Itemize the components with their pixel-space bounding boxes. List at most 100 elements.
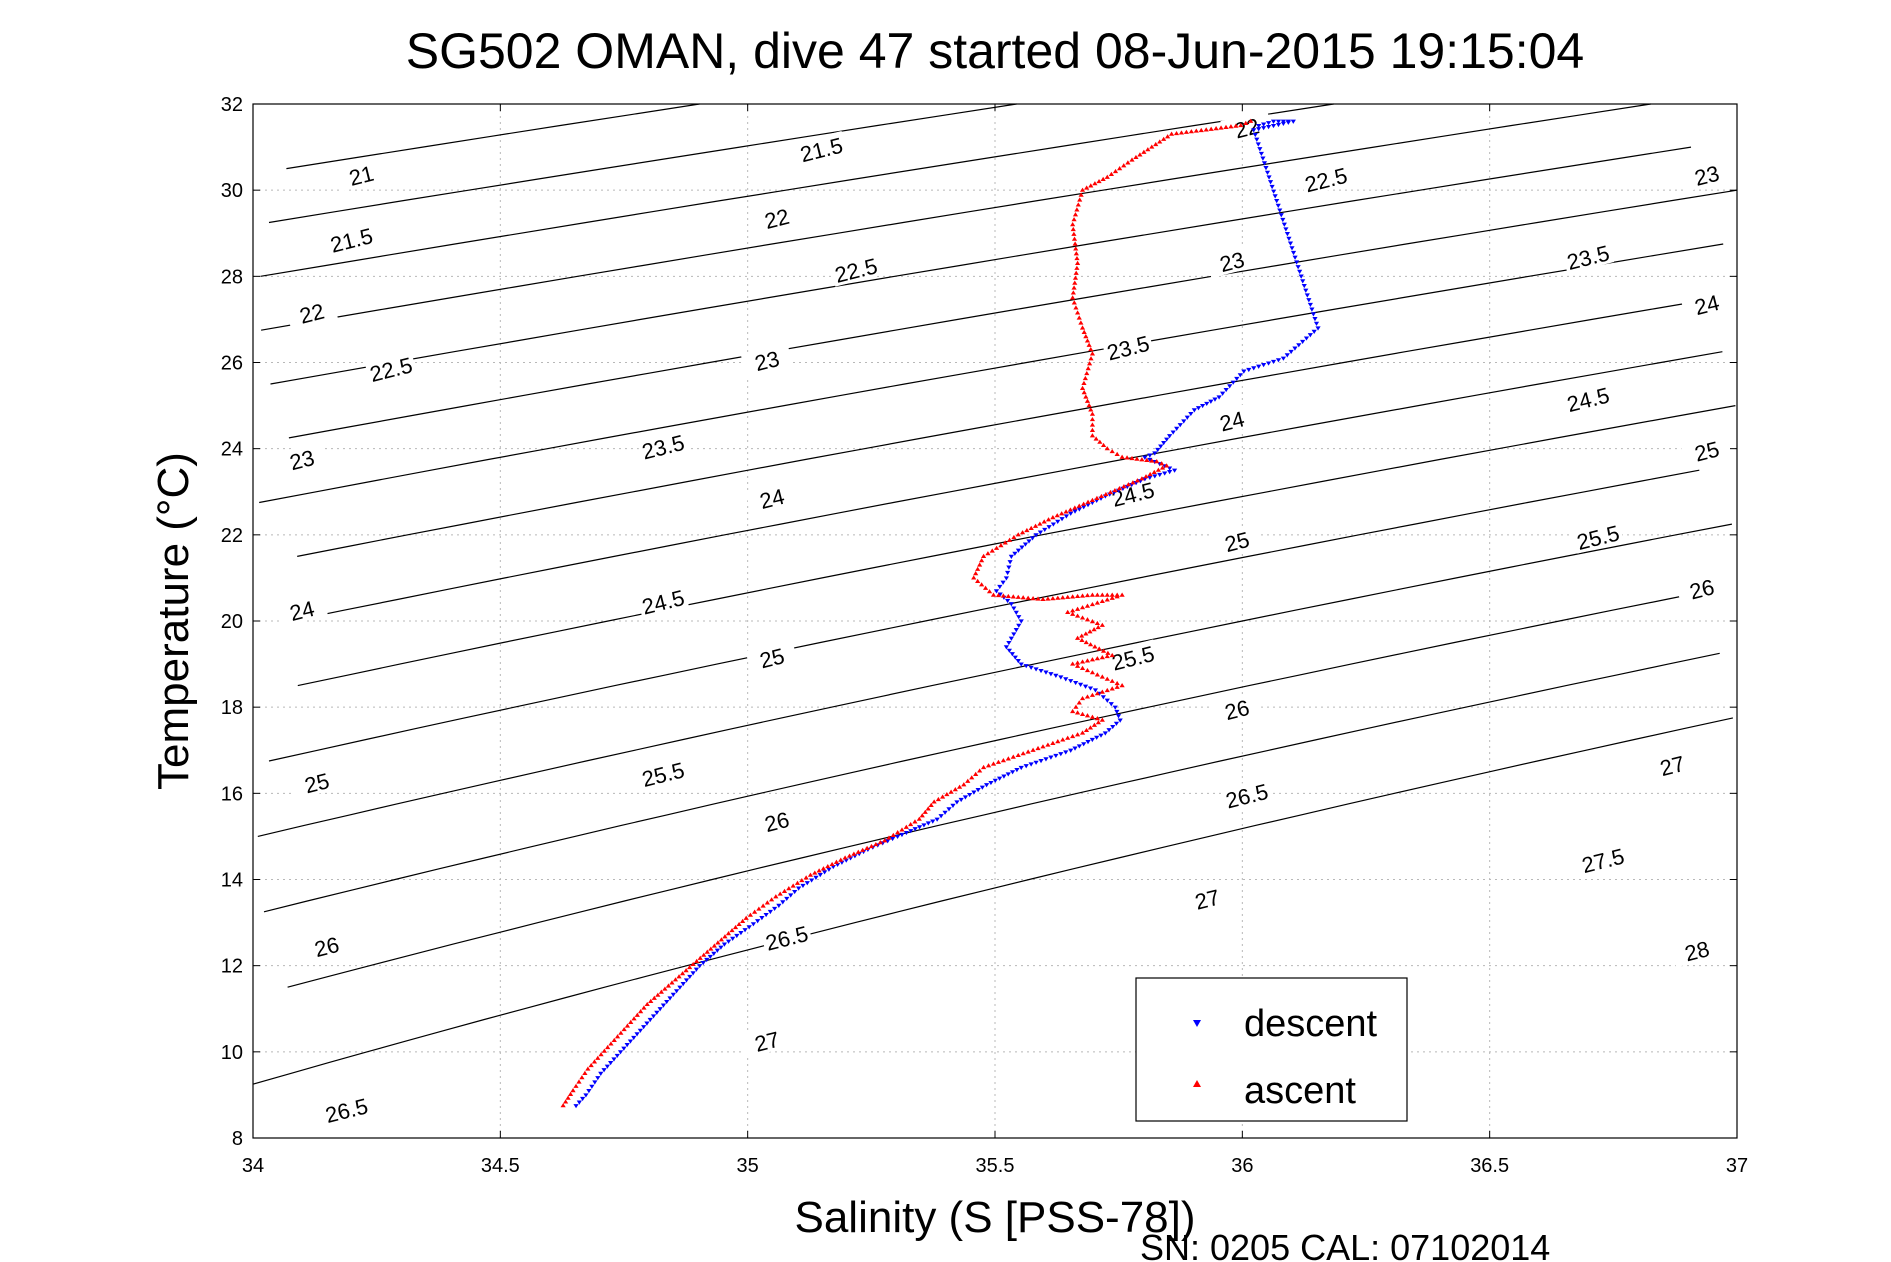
contour-label-background	[1670, 932, 1723, 968]
data-point-ascent	[1104, 446, 1110, 451]
data-point-descent	[1081, 742, 1087, 747]
density-contour-line	[270, 146, 1692, 385]
data-point-ascent	[1071, 285, 1077, 290]
data-point-descent	[1261, 363, 1267, 368]
data-point-descent	[975, 788, 981, 793]
contour-label: 25.5	[1574, 520, 1622, 555]
contour-label: 23.5	[1564, 240, 1612, 275]
data-point-ascent	[981, 764, 987, 770]
data-point-ascent	[1035, 745, 1041, 751]
data-point-descent	[1016, 623, 1022, 628]
data-point-ascent	[1099, 689, 1105, 694]
axis-ticks: 34 34.5 35 35.5 36 36.5 3781012141618202224262…	[221, 94, 1748, 1177]
data-point-ascent	[790, 883, 796, 888]
data-point-descent	[1297, 269, 1303, 275]
data-point-ascent	[1104, 597, 1110, 602]
data-point-ascent	[1037, 521, 1043, 526]
data-point-descent	[1289, 246, 1295, 251]
data-point-descent	[1018, 662, 1024, 667]
density-contour-line	[253, 717, 1734, 1085]
data-point-descent	[1272, 194, 1278, 199]
data-point-ascent	[591, 1059, 598, 1064]
data-point-ascent	[971, 575, 977, 580]
data-point-ascent	[803, 875, 809, 880]
data-point-ascent	[1134, 478, 1141, 483]
data-point-descent	[1077, 682, 1084, 687]
data-point-descent	[916, 825, 923, 830]
data-point-descent	[1267, 180, 1274, 185]
data-point-ascent	[1114, 684, 1120, 689]
data-point-ascent	[1070, 733, 1076, 739]
data-point-descent	[1001, 774, 1007, 779]
data-point-ascent	[940, 794, 946, 799]
data-point-descent	[1009, 652, 1015, 657]
y-tick-label: 24	[221, 439, 243, 461]
data-point-ascent	[1074, 207, 1080, 212]
data-point-descent	[1241, 369, 1247, 374]
data-point-ascent	[718, 937, 725, 942]
density-contours	[253, 103, 1738, 1085]
data-point-ascent	[1165, 134, 1171, 139]
data-point-descent	[657, 1007, 663, 1012]
data-point-ascent	[570, 1088, 576, 1093]
data-point-ascent	[1074, 310, 1081, 315]
data-point-descent	[1012, 655, 1018, 660]
data-point-descent	[792, 889, 798, 895]
data-point-ascent	[777, 891, 783, 896]
data-point-descent	[1033, 760, 1039, 765]
data-point-ascent	[1149, 144, 1155, 149]
data-point-descent	[1028, 665, 1034, 670]
contour-label-background	[1220, 777, 1273, 813]
data-point-descent	[1204, 401, 1210, 407]
data-point-descent	[1181, 419, 1187, 424]
contour-label-background	[1210, 523, 1263, 558]
data-point-descent	[1100, 695, 1106, 700]
contour-label-background	[740, 1022, 793, 1058]
contour-label: 24	[757, 484, 787, 514]
data-point-descent	[608, 1061, 614, 1066]
data-point-ascent	[1079, 633, 1085, 638]
contour-label-background	[334, 156, 388, 192]
contour-label: 25	[757, 643, 787, 673]
data-point-ascent	[1072, 275, 1079, 280]
data-point-ascent	[1097, 439, 1103, 444]
data-point-ascent	[573, 1083, 579, 1088]
data-point-ascent	[1040, 596, 1046, 602]
contour-label: 22	[297, 299, 327, 329]
data-point-ascent	[1055, 595, 1061, 600]
data-point-ascent	[1098, 493, 1105, 499]
data-point-ascent	[1065, 735, 1071, 740]
data-point-ascent	[585, 1066, 591, 1071]
data-point-ascent	[1119, 683, 1125, 688]
data-point-descent	[1261, 122, 1267, 127]
data-point-ascent	[1129, 157, 1135, 162]
data-point-ascent	[816, 868, 822, 873]
data-point-descent	[1003, 576, 1009, 581]
contour-label: 22.5	[1302, 163, 1350, 198]
data-point-ascent	[1079, 615, 1086, 620]
data-point-descent	[750, 922, 757, 927]
data-point-descent	[641, 1025, 647, 1030]
data-point-descent	[1003, 645, 1009, 650]
data-point-descent	[1063, 750, 1069, 755]
data-point-ascent	[1139, 457, 1145, 462]
data-point-descent	[1087, 686, 1094, 691]
data-point-descent	[650, 1014, 657, 1019]
data-point-descent	[1234, 376, 1240, 382]
data-point-ascent	[1076, 700, 1082, 705]
data-point-ascent	[1114, 451, 1120, 457]
data-point-ascent	[1178, 130, 1185, 135]
data-point-descent	[942, 810, 948, 815]
data-point-descent	[674, 989, 680, 994]
data-point-descent	[1315, 326, 1321, 331]
data-point-descent	[1286, 236, 1292, 241]
data-point-descent	[654, 1010, 660, 1015]
contour-label: 27	[752, 1027, 782, 1057]
data-point-ascent	[1208, 126, 1214, 131]
data-point-ascent	[1050, 515, 1056, 520]
data-point-descent	[711, 951, 717, 956]
data-point-ascent	[860, 847, 866, 852]
data-point-ascent	[1000, 757, 1006, 763]
contour-label-background	[364, 350, 417, 386]
data-point-descent	[1068, 679, 1074, 684]
